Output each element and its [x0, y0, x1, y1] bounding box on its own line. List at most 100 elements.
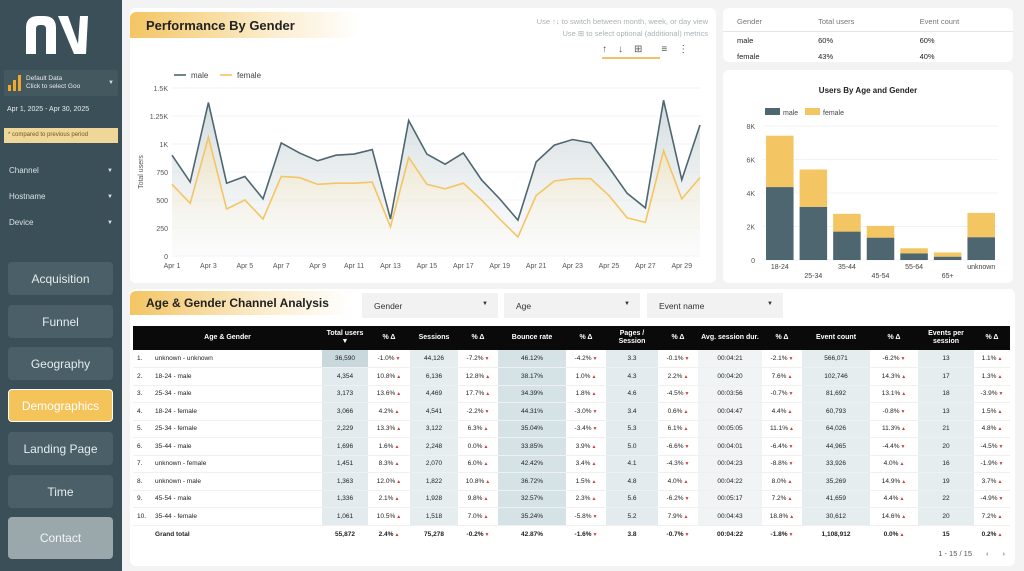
drill-down-icon[interactable]: ↓ — [618, 43, 623, 55]
trend-arrow-icon: ▲ — [789, 513, 795, 520]
table-row[interactable]: 7. unknown - female 1,451 8.3%▲ 2,070 6.0%▲ 42… — [133, 455, 1010, 473]
cell-value: 00:04:01 — [717, 442, 743, 450]
filter-icon[interactable]: ≡ — [661, 43, 668, 55]
total-cell: 42.87% — [498, 525, 566, 543]
bar-male-unknown — [967, 237, 995, 260]
bar-male-25-34 — [799, 206, 828, 260]
cell-value: 4,354 — [336, 372, 354, 380]
age-dropdown[interactable]: Age ▼ — [504, 293, 640, 318]
cell: 3.4%▲ — [566, 455, 606, 473]
nav-acquisition[interactable]: Acquisition — [8, 262, 113, 295]
cell-value: 21 — [942, 425, 950, 433]
table-row[interactable]: 10. 35-44 - female 1,061 10.5%▲ 1,518 7.0%▲ 35… — [133, 507, 1010, 526]
trend-arrow-icon: ▲ — [396, 391, 402, 398]
cell-value: 00:04:21 — [717, 355, 743, 362]
device-filter[interactable]: Device ▼ — [9, 218, 113, 227]
cell: -2.2%▼ — [458, 402, 498, 421]
col-header[interactable]: % Δ — [870, 326, 918, 350]
col-gender[interactable]: Gender — [723, 14, 805, 32]
nav-time[interactable]: Time — [8, 475, 113, 508]
total-cell: 75,278 — [410, 525, 458, 543]
legend-female-swatch — [805, 108, 820, 115]
col-header[interactable]: % Δ — [566, 326, 606, 350]
table-row[interactable]: 6. 35-44 - male 1,696 1.6%▲ 2,248 0.0%▲ 33.85%… — [133, 437, 1010, 456]
more-icon[interactable]: ⋮ — [678, 43, 689, 55]
prev-page-icon[interactable]: ‹ — [986, 549, 989, 558]
next-page-icon[interactable]: › — [1002, 549, 1006, 558]
col-header[interactable]: % Δ — [974, 326, 1010, 350]
table-row[interactable]: 4. 18-24 - female 3,066 4.2%▲ 4,541 -2.2%▼ 44.… — [133, 402, 1010, 421]
nav-landing-page[interactable]: Landing Page — [8, 432, 113, 465]
channel-filter[interactable]: Channel ▼ — [9, 166, 113, 175]
cell: 3.7%▲ — [974, 472, 1010, 491]
trend-arrow-icon: ▲ — [591, 391, 597, 398]
cell: 34.39% — [498, 385, 566, 403]
table-row[interactable]: 5. 25-34 - female 2,229 13.3%▲ 3,122 6.3%▲ 35.… — [133, 420, 1010, 438]
dropdown-label: Event name — [659, 301, 705, 311]
cell: -5.8%▼ — [566, 507, 606, 526]
event-name-dropdown[interactable]: Event name ▼ — [647, 293, 783, 318]
col-header[interactable]: Events per session — [918, 326, 974, 350]
hostname-filter[interactable]: Hostname ▼ — [9, 192, 113, 201]
trend-arrow-icon: ▼ — [684, 356, 690, 362]
table-row[interactable]: 9. 45-54 - male 1,336 2.1%▲ 1,928 9.8%▲ 32.57%… — [133, 490, 1010, 508]
col-header[interactable]: % Δ — [458, 326, 498, 350]
col-event-count[interactable]: Event count — [905, 14, 1013, 32]
col-total-users[interactable]: Total users — [804, 14, 906, 32]
trend-arrow-icon: ▲ — [591, 496, 597, 503]
col-header[interactable]: % Δ — [658, 326, 698, 350]
cell-value: -1.9% — [980, 460, 998, 468]
col-header[interactable]: Sessions — [410, 326, 458, 350]
bar-male-35-44 — [833, 231, 861, 260]
date-range-picker[interactable]: Apr 1, 2025 - Apr 30, 2025 — [7, 106, 90, 113]
col-header[interactable]: Age & Gender — [133, 326, 322, 350]
col-header[interactable]: Pages / Session — [606, 326, 658, 350]
cell: -6.4%▼ — [762, 437, 802, 456]
col-header[interactable]: Bounce rate — [498, 326, 566, 350]
legend-male-label: male — [783, 110, 798, 117]
nav-geography[interactable]: Geography — [8, 347, 113, 380]
table-row[interactable]: 3. 25-34 - male 3,173 13.6%▲ 4,469 17.7%▲ 34.3… — [133, 385, 1010, 403]
trend-arrow-icon: ▲ — [901, 513, 907, 520]
data-source-selector[interactable]: Default Data Click to select Goo ▼ — [4, 70, 118, 96]
cell: 3.4 — [606, 402, 658, 421]
col-header[interactable]: Total users ▼ — [322, 326, 368, 350]
cell: 2. — [133, 367, 150, 386]
table-row[interactable]: 1. unknown - unknown 36,590 -1.0%▼ 44,126 -7.… — [133, 350, 1010, 368]
trend-arrow-icon: ▲ — [485, 478, 491, 485]
cell-value: 4.8 — [627, 477, 637, 485]
cell-value: -8.8% — [770, 460, 788, 468]
y-tick-label: 0 — [751, 258, 755, 265]
col-header[interactable]: Avg. session dur. — [698, 326, 762, 350]
cell: 7.9%▲ — [658, 507, 698, 526]
cell-value: 10.5% — [376, 512, 396, 520]
table-row[interactable]: 2. 18-24 - male 4,354 10.8%▲ 6,136 12.8%▲ 38.1… — [133, 367, 1010, 386]
col-header[interactable]: % Δ — [762, 326, 802, 350]
x-tick-label: Apr 27 — [635, 263, 656, 270]
cell-value: 35-44 - male — [155, 442, 192, 450]
cell-value: 75,278 — [424, 530, 444, 538]
cell-value: 1,696 — [336, 442, 354, 450]
cell-value: 4.6 — [627, 390, 637, 398]
drill-up-icon[interactable]: ↑ — [602, 43, 607, 55]
cell: 41,659 — [802, 490, 870, 508]
cell-value: 7. — [137, 460, 143, 468]
metrics-icon[interactable]: ⊞ — [634, 43, 643, 55]
table-row[interactable]: 8. unknown - male 1,363 12.0%▲ 1,822 10.8%▲ 36… — [133, 472, 1010, 491]
total-cell: 1,108,912 — [802, 525, 870, 543]
cell: 1.8%▲ — [566, 385, 606, 403]
col-header[interactable]: % Δ — [368, 326, 410, 350]
trend-arrow-icon: ▼ — [998, 391, 1004, 398]
gender-dropdown[interactable]: Gender ▼ — [362, 293, 498, 318]
cell-value: -6.4% — [770, 442, 788, 450]
nav-demographics[interactable]: Demographics — [8, 389, 113, 422]
x-tick-label: Apr 29 — [671, 263, 692, 270]
trend-arrow-icon: ▲ — [683, 426, 689, 433]
cell: 4.6 — [606, 385, 658, 403]
nav-funnel[interactable]: Funnel — [8, 305, 113, 338]
cell: 7. — [133, 455, 150, 473]
cell-value: 3,173 — [336, 390, 354, 398]
col-header[interactable]: Event count — [802, 326, 870, 350]
cell: 32.57% — [498, 490, 566, 508]
nav-contact[interactable]: Contact — [8, 517, 113, 559]
